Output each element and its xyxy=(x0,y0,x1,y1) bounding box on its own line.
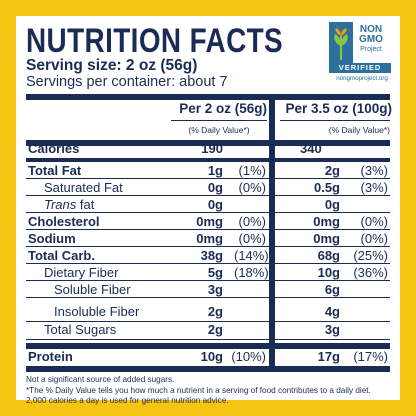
row-v1-total-fat: 1g xyxy=(207,163,223,178)
row-v2-dietary-fiber: 10g xyxy=(317,265,340,280)
row-label-trans-fat: Trans fat xyxy=(44,198,94,212)
row-v1-cholesterol: 0mg xyxy=(196,214,223,229)
row-v2-calories: 340 xyxy=(300,141,322,156)
footnote-added-sugars: Not a significant source of added sugars… xyxy=(26,375,175,384)
row-v2-protein: 17g xyxy=(317,349,340,364)
top-rule xyxy=(26,94,390,100)
row-d2-cholesterol: (0%) xyxy=(360,214,388,229)
row-label-dietary-fiber: Dietary Fiber xyxy=(44,265,119,280)
row-d2-dietary-fiber: (36%) xyxy=(353,265,388,280)
badge-text: NON GMO Project xyxy=(353,22,389,72)
row-v1-total-sugars: 2g xyxy=(207,322,223,337)
badge-line2: GMO xyxy=(359,34,383,45)
row-rule xyxy=(26,321,390,322)
row-v2-cholesterol: 0mg xyxy=(313,214,340,229)
row-v1-trans-fat: 0g xyxy=(207,197,223,212)
row-label-cholesterol: Cholesterol xyxy=(28,214,100,229)
badge-line3: Project xyxy=(360,46,382,53)
row-rule xyxy=(26,178,390,179)
row-rule xyxy=(26,280,390,281)
row-d2-total-fat: (3%) xyxy=(360,163,388,178)
row-v2-total-sugars: 3g xyxy=(324,322,340,337)
row-v2-soluble-fiber: 6g xyxy=(324,282,340,297)
row-label-soluble-fiber: Soluble Fiber xyxy=(54,282,131,297)
row-label-total-sugars: Total Sugars xyxy=(44,322,117,337)
row-d1-saturated-fat: (0%) xyxy=(238,180,266,195)
row-d2-total-carb: (25%) xyxy=(353,248,388,263)
row-v2-insoluble-fiber: 4g xyxy=(324,304,340,319)
row-d1-total-fat: (1%) xyxy=(238,163,266,178)
row-label-calories: Calories xyxy=(28,141,80,156)
non-gmo-badge: NON GMO Project VERIFIED nongmoproject.o… xyxy=(326,22,396,86)
row-v2-total-fat: 2g xyxy=(324,163,340,178)
row-d2-sodium: (0%) xyxy=(360,231,388,246)
row-v2-saturated-fat: 0.5g xyxy=(313,180,340,195)
row-d1-cholesterol: (0%) xyxy=(238,214,266,229)
col2-header-rule xyxy=(280,120,390,121)
col1-dv-header: (% Daily Value*) xyxy=(188,125,250,135)
col1-header: Per 2 oz (56g) xyxy=(179,101,267,116)
row-v1-insoluble-fiber: 2g xyxy=(207,304,223,319)
row-d1-dietary-fiber: (18%) xyxy=(234,265,269,280)
row-d1-sodium: (0%) xyxy=(238,231,266,246)
row-v1-saturated-fat: 0g xyxy=(207,180,223,195)
row-rule xyxy=(26,212,390,213)
badge-line1: NON xyxy=(359,24,383,35)
row-d1-total-carb: (14%) xyxy=(234,248,269,263)
row-d2-saturated-fat: (3%) xyxy=(360,180,388,195)
servings-per-container: Servings per container: about 7 xyxy=(26,74,228,90)
row-v2-trans-fat: 0g xyxy=(324,197,340,212)
page-title: NUTRITION FACTS xyxy=(26,22,284,60)
row-v2-total-carb: 68g xyxy=(317,248,340,263)
row-v1-protein: 10g xyxy=(200,349,223,364)
trans-italic: Trans xyxy=(44,197,77,212)
row-rule xyxy=(26,246,390,247)
col1-header-rule xyxy=(171,120,267,121)
row-v1-soluble-fiber: 3g xyxy=(207,282,223,297)
row-rule xyxy=(26,263,390,264)
protein-rule xyxy=(26,343,390,349)
row-v1-dietary-fiber: 5g xyxy=(207,265,223,280)
row-rule xyxy=(26,195,390,196)
header-rule xyxy=(26,140,390,146)
row-rule xyxy=(26,229,390,230)
row-d1-protein: (10%) xyxy=(231,349,266,364)
bottom-rule xyxy=(26,366,390,372)
row-label-saturated-fat: Saturated Fat xyxy=(44,180,123,195)
serving-size: Serving size: 2 oz (56g) xyxy=(26,57,198,74)
row-rule-sugars xyxy=(26,339,390,340)
col2-dv-header: (% Daily Value*) xyxy=(328,125,390,135)
column-separator xyxy=(269,94,275,366)
row-label-sodium: Sodium xyxy=(28,231,76,246)
row-label-total-fat: Total Fat xyxy=(28,163,82,178)
nutrition-panel: NUTRITION FACTS Serving size: 2 oz (56g)… xyxy=(16,16,400,405)
row-rule xyxy=(26,297,390,298)
badge-url: nongmoproject.org xyxy=(336,75,388,82)
row-label-insoluble-fiber: Insoluble Fiber xyxy=(54,304,140,319)
row-v1-calories: 190 xyxy=(201,141,223,156)
footnote-dv-line1: *The % Daily Value tells you how much a … xyxy=(26,386,371,395)
row-v1-total-carb: 38g xyxy=(200,248,223,263)
col2-header: Per 3.5 oz (100g) xyxy=(285,101,392,116)
badge-verified: VERIFIED xyxy=(329,63,391,73)
row-label-protein: Protein xyxy=(28,349,73,364)
trans-rest: fat xyxy=(76,197,95,212)
row-v1-sodium: 0mg xyxy=(196,231,223,246)
row-label-total-carb: Total Carb. xyxy=(28,248,95,263)
row-v2-sodium: 0mg xyxy=(313,231,340,246)
row-d2-protein: (17%) xyxy=(353,349,388,364)
panel-lower xyxy=(16,16,400,400)
footnote-dv-line2: 2,000 calories a day is used for general… xyxy=(26,396,229,405)
row-rule xyxy=(26,158,390,162)
